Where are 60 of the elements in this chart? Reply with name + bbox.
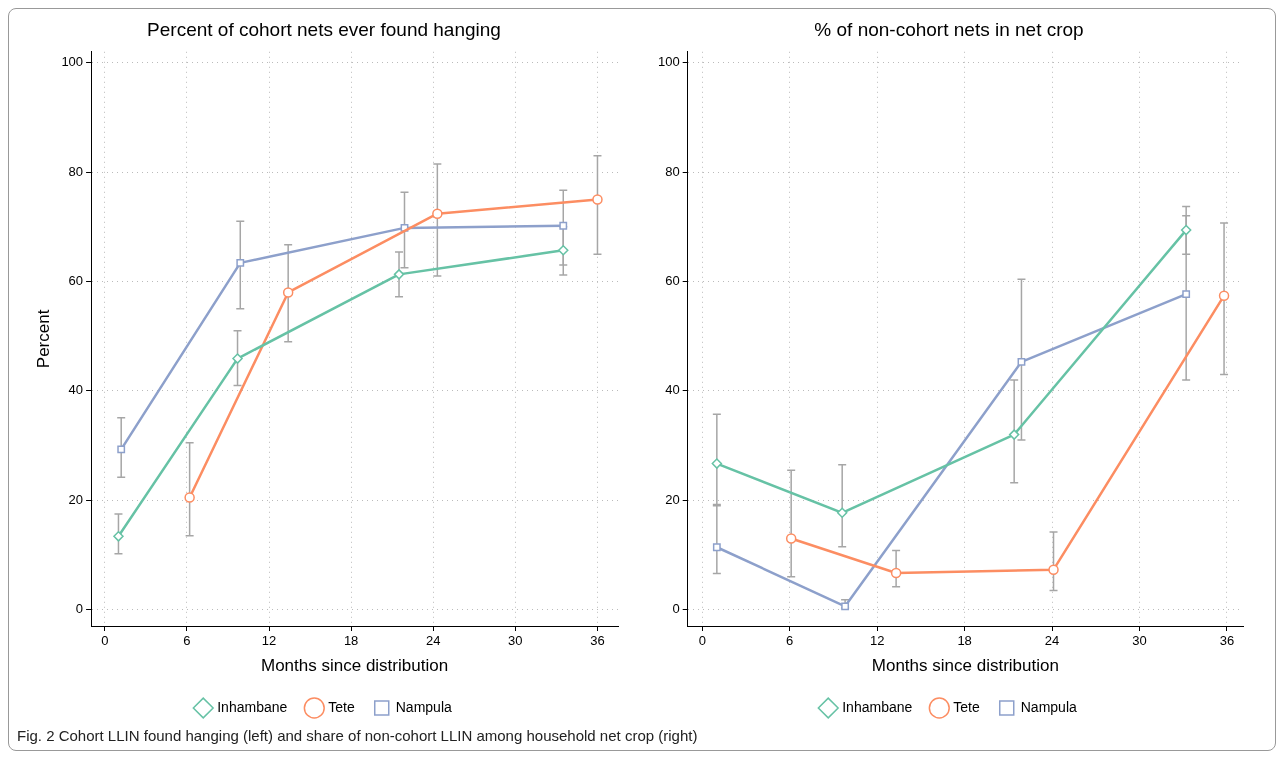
point (1181, 290, 1190, 298)
point (1218, 290, 1229, 301)
x-tick-label: 12 (261, 633, 276, 649)
point (557, 245, 569, 256)
point (112, 531, 124, 542)
legend-label: Inhambane (216, 698, 287, 715)
x-tick-label: 18 (956, 633, 972, 649)
y-tick-label: 40 (68, 382, 83, 398)
point (116, 445, 125, 454)
point (558, 221, 567, 230)
point (1047, 564, 1059, 575)
point (1008, 429, 1019, 440)
x-tick-label: 6 (785, 633, 793, 649)
x-tick-label: 6 (182, 633, 191, 649)
y-tick-label: 20 (68, 491, 83, 507)
y-tick-label: 80 (68, 163, 83, 179)
y-tick-label: 100 (60, 54, 83, 70)
x-tick-label: 36 (1219, 633, 1234, 649)
legend-label: Nampula (1020, 698, 1077, 715)
chart-title: Percent of cohort nets ever found hanging (146, 18, 501, 40)
y-tick-label: 20 (664, 491, 680, 507)
x-tick-label: 24 (1044, 633, 1059, 649)
x-tick-label: 30 (1131, 633, 1147, 649)
x-tick-label: 12 (869, 633, 884, 649)
y-tick-label: 60 (68, 273, 83, 289)
point (836, 507, 847, 519)
legend-label: Inhambane (841, 698, 912, 715)
point (235, 258, 244, 267)
x-axis-title: Months since distribution (871, 656, 1059, 676)
y-tick-label: 0 (671, 601, 680, 617)
legend-label: Nampula (395, 698, 452, 715)
point (890, 567, 901, 579)
x-tick-label: 0 (100, 633, 108, 649)
x-tick-label: 24 (425, 633, 440, 649)
y-axis-title: Percent (33, 309, 53, 369)
y-tick-label: 80 (664, 163, 680, 179)
x-tick-label: 0 (698, 633, 706, 649)
y-tick-label: 40 (664, 382, 680, 398)
y-tick-label: 0 (75, 601, 83, 617)
y-tick-label: 100 (657, 54, 680, 70)
point (431, 208, 443, 219)
legend-label: Tete (952, 698, 980, 715)
point (1180, 224, 1191, 236)
point (231, 353, 243, 364)
point (591, 194, 603, 205)
point (282, 287, 293, 298)
x-tick-label: 30 (507, 633, 523, 649)
legend-label: Tete (327, 698, 355, 715)
point (712, 543, 721, 552)
point (785, 533, 796, 544)
point (711, 458, 722, 469)
chart-title: % of non-cohort nets in net crop (813, 18, 1084, 40)
point (393, 269, 404, 280)
x-axis-title: Months since distribution (260, 656, 448, 676)
x-tick-label: 18 (343, 633, 358, 649)
point (183, 492, 195, 503)
caption: Fig. 2 Cohort LLIN found hanging (left) and share of non-cohort LLIN among household net crop (right) (17, 727, 699, 744)
x-tick-label: 36 (589, 633, 605, 649)
point (1017, 357, 1025, 366)
y-tick-label: 60 (664, 273, 680, 289)
